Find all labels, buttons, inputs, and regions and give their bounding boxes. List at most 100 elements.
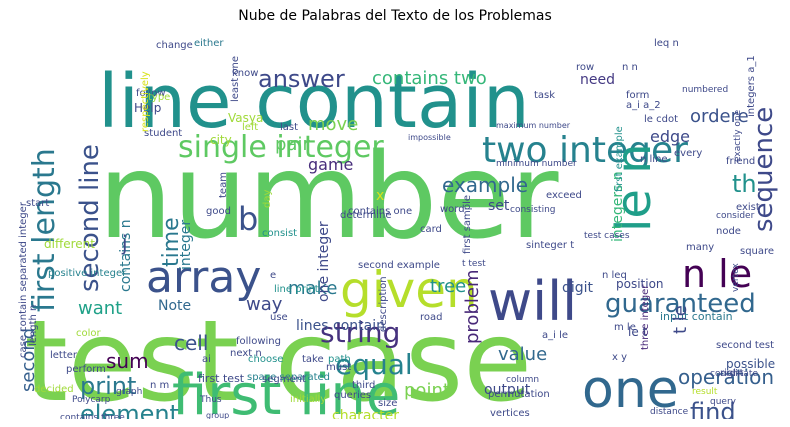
- word-note: Note: [158, 298, 191, 314]
- word-know: know: [232, 68, 258, 79]
- word-contains-three: contains three: [60, 413, 125, 419]
- word-n-leq: n leq: [602, 270, 627, 281]
- word-column: column: [506, 375, 539, 385]
- word-want: want: [78, 298, 122, 319]
- word-first-length: first length: [27, 148, 62, 312]
- word-possible: possible: [726, 357, 775, 371]
- word-array: array: [146, 252, 261, 303]
- word-integer: integer: [178, 220, 194, 270]
- word-edge: edge: [650, 127, 690, 146]
- word-integers-n: integers n: [610, 171, 626, 242]
- word-n-m: n m: [150, 380, 169, 391]
- word-choose: choose: [248, 354, 283, 365]
- word-case-contain-separated-integer: case contain separated integer: [18, 201, 29, 358]
- word-decided: decided: [34, 384, 74, 395]
- word-vertices: vertices: [490, 408, 530, 419]
- word-task: task: [534, 90, 555, 101]
- word-element: element: [80, 400, 179, 419]
- word-exceed: exceed: [546, 190, 582, 201]
- word-square: square: [740, 246, 774, 257]
- word-le-t: le t: [628, 325, 648, 339]
- word-test-cases: test cases: [584, 231, 630, 241]
- word-polycarp: Polycarp: [72, 395, 111, 405]
- word-student: student: [144, 128, 182, 139]
- word-find: find: [690, 398, 736, 419]
- word-sequence: sequence: [749, 107, 779, 232]
- word-first-line: first line: [172, 363, 400, 419]
- word-m-le: m le: [614, 322, 636, 333]
- word-second-test: second test: [716, 340, 774, 351]
- word-digit: digit: [562, 280, 594, 296]
- word-friend: friend: [726, 156, 755, 167]
- word-day: day: [262, 190, 273, 208]
- word-change: change: [156, 40, 193, 51]
- word-one-integer: one integer: [316, 221, 332, 302]
- word-equal: equal: [335, 348, 413, 381]
- word-coordinate: coordinate: [710, 369, 758, 379]
- word-contains-two: contains two: [372, 68, 487, 89]
- word-point: point: [404, 380, 450, 401]
- word-contains-one: contains one: [348, 206, 412, 217]
- word-operation: operation: [678, 365, 774, 389]
- word-initially: initially: [290, 394, 326, 405]
- word-t-test: t test: [462, 259, 486, 269]
- word-position: position: [616, 277, 664, 291]
- word-consisting: consisting: [510, 205, 555, 215]
- word-string: string: [320, 316, 400, 349]
- word-thus: Thus: [199, 395, 222, 405]
- word-word: word: [440, 204, 465, 215]
- word-distance: distance: [650, 407, 689, 417]
- word-first-test: first test: [198, 372, 245, 385]
- word-single-integer: single integer: [178, 130, 384, 165]
- word-path: path: [328, 354, 351, 365]
- word-ordere: ordere: [690, 106, 749, 127]
- word-one: one: [582, 360, 679, 419]
- chart-title: Nube de Palabras del Texto de los Proble…: [238, 8, 552, 24]
- word-color: color: [76, 328, 102, 339]
- word-permutation: permutation: [488, 389, 550, 400]
- word-team: team: [218, 172, 229, 198]
- word-x: x: [376, 188, 384, 204]
- word-n-le: n le: [682, 252, 752, 296]
- word-three-integer: three integer: [640, 284, 651, 350]
- word-input-contain: input contain: [660, 310, 733, 323]
- word-size: size: [378, 398, 397, 409]
- word-node: node: [716, 226, 741, 237]
- word-ai: ai: [202, 354, 211, 365]
- word-positive-integer: positive integer: [48, 268, 127, 279]
- word-n-line: n line: [640, 154, 668, 165]
- word-either: either: [194, 38, 224, 49]
- word-space-separated: space separated: [247, 372, 330, 383]
- word-value: value: [498, 344, 547, 365]
- word-b: b: [238, 200, 258, 238]
- word-many: many: [686, 242, 714, 253]
- word-last: last: [280, 122, 298, 133]
- word-consider: consider: [716, 211, 755, 221]
- word-road: road: [420, 312, 443, 323]
- word-th: th: [732, 170, 757, 198]
- word-print: print: [80, 372, 136, 400]
- word-problem: problem: [462, 270, 483, 344]
- word-row: row: [576, 62, 594, 73]
- word-exactly-one: exactly one: [733, 109, 743, 162]
- word-next-n: next n: [230, 348, 262, 359]
- word-output: output: [484, 382, 531, 398]
- word-least-one: least one: [230, 56, 241, 102]
- word-game: game: [308, 155, 353, 174]
- word-sinteger-t: sinteger t: [526, 240, 574, 251]
- word-make: make: [288, 278, 337, 299]
- word-second-example: second example: [358, 260, 440, 271]
- word-second-line: second line: [75, 144, 105, 292]
- word-type: type: [148, 92, 170, 103]
- word-use: use: [270, 312, 288, 323]
- word-first-example: first example: [614, 126, 625, 192]
- word-left: left: [242, 122, 258, 133]
- word-le-cdot: le cdot: [644, 114, 678, 125]
- word-respectively: respectively: [140, 71, 151, 132]
- word-every: every: [674, 148, 702, 159]
- word-will: will: [488, 270, 577, 333]
- word-e: e: [270, 270, 276, 281]
- word-given: given: [340, 261, 478, 319]
- word-vasya: Vasya: [228, 111, 263, 125]
- word-queries: queries: [334, 390, 371, 401]
